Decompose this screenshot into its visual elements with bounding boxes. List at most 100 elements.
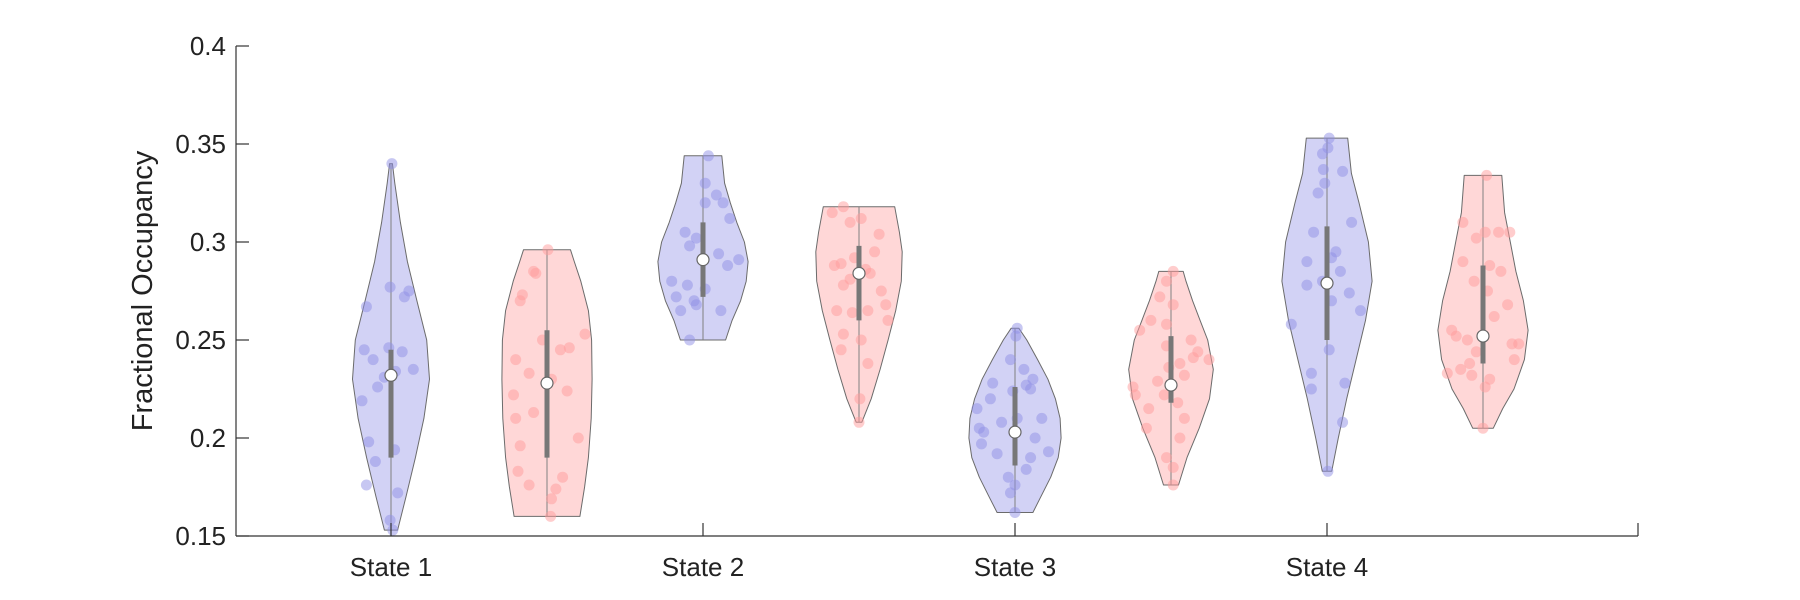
data-point: [666, 275, 678, 287]
data-point: [837, 279, 849, 291]
data-point: [1129, 389, 1141, 401]
y-tick-label: 0.15: [175, 521, 226, 551]
data-point: [837, 201, 849, 213]
violin-state-4-b: [1437, 169, 1529, 434]
data-point: [715, 305, 727, 317]
data-point: [679, 226, 691, 238]
median-marker: [384, 368, 398, 382]
data-point: [363, 436, 375, 448]
data-point: [1025, 383, 1037, 395]
data-point: [1488, 311, 1500, 322]
data-point: [1161, 318, 1172, 330]
data-point: [1323, 132, 1335, 144]
data-point: [690, 232, 702, 244]
data-point: [1167, 265, 1179, 277]
data-point: [702, 150, 714, 162]
data-point: [724, 213, 736, 224]
data-point: [384, 281, 396, 293]
data-point: [1508, 354, 1520, 366]
data-point: [690, 299, 702, 311]
data-point: [1317, 148, 1328, 160]
data-point: [528, 407, 540, 418]
data-point: [1285, 318, 1297, 330]
data-point: [396, 346, 408, 358]
data-point: [713, 248, 725, 260]
data-point: [1477, 422, 1489, 434]
data-point: [561, 385, 573, 397]
data-point: [854, 393, 866, 405]
data-point: [1339, 377, 1351, 389]
data-point: [1308, 226, 1320, 238]
data-point: [358, 344, 370, 356]
data-point: [1468, 275, 1480, 287]
data-point: [514, 440, 526, 452]
data-point: [1161, 275, 1172, 287]
data-point: [1178, 412, 1190, 424]
data-point: [546, 493, 557, 505]
y-tick-label: 0.25: [175, 325, 226, 355]
data-point: [1025, 452, 1037, 464]
data-point: [523, 479, 535, 491]
data-point: [670, 291, 682, 303]
median-marker: [852, 266, 866, 280]
data-point: [1493, 226, 1505, 238]
data-point: [1301, 279, 1313, 291]
data-point: [1167, 461, 1179, 473]
data-point: [1005, 487, 1016, 499]
data-point: [1470, 232, 1482, 244]
data-point: [1018, 363, 1030, 375]
data-point: [1172, 397, 1184, 409]
data-point: [837, 328, 849, 340]
data-point: [991, 448, 1003, 460]
data-point: [392, 487, 404, 499]
data-point: [971, 403, 983, 415]
data-point: [1355, 305, 1366, 317]
data-point: [1322, 465, 1334, 477]
median-marker: [696, 253, 710, 267]
data-point: [387, 524, 399, 536]
data-point: [828, 260, 840, 271]
data-point: [1504, 226, 1516, 238]
data-point: [1036, 412, 1048, 424]
data-point: [510, 354, 522, 366]
data-point: [1479, 381, 1491, 393]
data-point: [1009, 507, 1021, 518]
x-tick-label: State 1: [350, 552, 432, 582]
data-point: [1346, 216, 1358, 228]
data-point: [882, 314, 894, 326]
data-point: [675, 305, 687, 317]
median-marker: [540, 376, 554, 390]
data-point: [1506, 338, 1518, 350]
data-point: [855, 213, 867, 224]
data-point: [514, 295, 526, 307]
data-point: [1134, 324, 1146, 336]
data-point: [1319, 177, 1331, 189]
data-point: [864, 267, 876, 279]
data-point: [978, 426, 990, 438]
data-point: [826, 207, 838, 219]
x-tick-label: State 2: [662, 552, 744, 582]
data-point: [976, 438, 987, 450]
violin-state-1-a: [352, 158, 430, 536]
median-marker: [1320, 276, 1334, 290]
data-point: [407, 363, 419, 375]
data-point: [1010, 330, 1022, 342]
y-tick-label: 0.35: [175, 129, 226, 159]
violin-state-1-b: [501, 244, 593, 522]
x-ticks: State 1 State 2 State 3 State 4: [350, 523, 1368, 582]
data-point: [1203, 354, 1215, 366]
data-point: [699, 177, 711, 189]
data-point: [1167, 479, 1179, 491]
data-point: [1167, 299, 1179, 311]
data-point: [1481, 169, 1493, 181]
data-point: [1334, 265, 1346, 277]
data-point: [1461, 334, 1473, 346]
data-point: [1337, 165, 1349, 177]
data-point: [550, 483, 562, 495]
data-point: [1343, 287, 1355, 299]
data-point: [530, 267, 542, 279]
data-point: [1457, 256, 1469, 268]
data-point: [1174, 358, 1186, 369]
data-point: [1029, 432, 1041, 444]
data-point: [1455, 363, 1467, 375]
